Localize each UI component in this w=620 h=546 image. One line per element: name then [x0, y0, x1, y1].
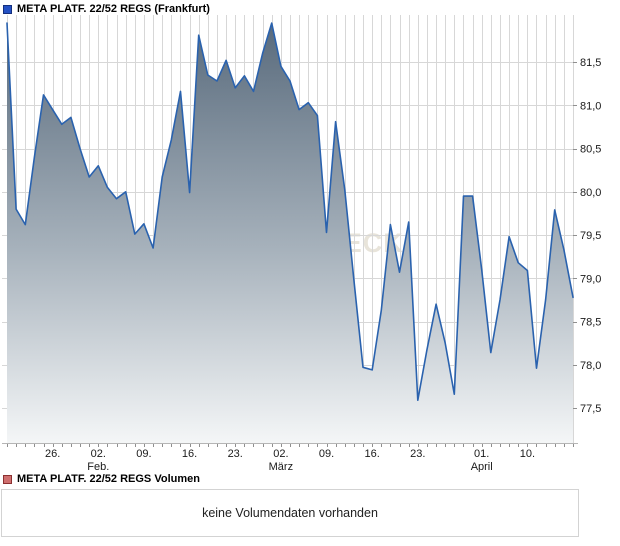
x-tick-label: 16. — [365, 448, 380, 460]
x-tick-label: 16. — [182, 448, 197, 460]
price-area — [7, 23, 573, 443]
x-month-label: März — [269, 461, 293, 472]
y-tick-label: 78,5 — [580, 317, 601, 329]
volume-empty-message: keine Volumendaten vorhanden — [202, 506, 378, 520]
x-tick-label: 23. — [228, 448, 243, 460]
x-tick-label: 01. — [474, 448, 489, 460]
x-month-label: Feb. — [87, 461, 109, 472]
y-tick-label: 77,5 — [580, 403, 601, 415]
x-month-label: April — [471, 461, 493, 472]
volume-chart-legend: META PLATF. 22/52 REGS Volumen — [3, 473, 200, 485]
price-legend-swatch-icon — [3, 4, 12, 14]
price-chart-legend: META PLATF. 22/52 REGS (Frankfurt) — [3, 3, 210, 15]
y-tick-label: 80,5 — [580, 144, 601, 156]
x-tick-label: 02. — [273, 448, 288, 460]
y-tick-label: 81,5 — [580, 57, 601, 69]
y-tick-label: 80,0 — [580, 187, 601, 199]
y-tick-label: 79,5 — [580, 230, 601, 242]
price-chart-title: META PLATF. 22/52 REGS (Frankfurt) — [17, 3, 210, 15]
x-tick-label: 10. — [520, 448, 535, 460]
x-tick-label: 26. — [45, 448, 60, 460]
x-tick-label: 23. — [410, 448, 425, 460]
x-tick-label: 09. — [319, 448, 334, 460]
volume-chart-title: META PLATF. 22/52 REGS Volumen — [17, 473, 200, 485]
volume-panel: keine Volumendaten vorhanden — [1, 489, 579, 537]
x-tick-label: 09. — [136, 448, 151, 460]
price-chart: AKTIENCHECK26.02.Feb.09.16.23.02.März09.… — [2, 15, 601, 472]
y-tick-label: 81,0 — [580, 100, 601, 112]
y-tick-label: 78,0 — [580, 360, 601, 372]
y-tick-label: 79,0 — [580, 273, 601, 285]
price-line — [6, 22, 574, 401]
volume-legend-swatch-icon — [3, 474, 12, 484]
x-tick-label: 02. — [91, 448, 106, 460]
